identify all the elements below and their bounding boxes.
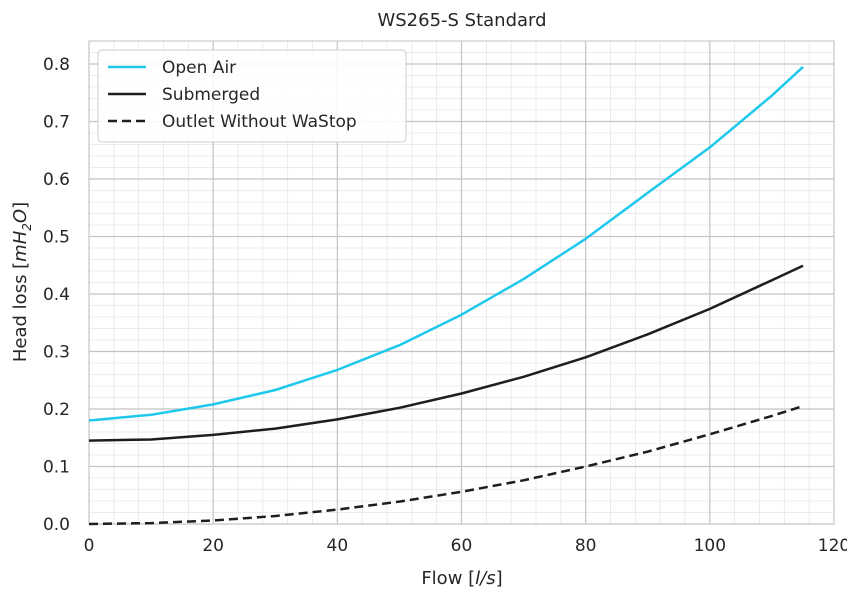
x-tick-label: 0 — [84, 536, 95, 556]
y-tick-label: 0.4 — [43, 285, 70, 305]
y-tick-labels: 0.0 0.1 0.2 0.3 0.4 0.5 0.6 0.7 0.8 — [43, 55, 70, 535]
x-tick-label: 60 — [451, 536, 473, 556]
y-tick-label: 0.5 — [43, 228, 70, 248]
x-tick-label: 40 — [327, 536, 349, 556]
legend-label: Outlet Without WaStop — [162, 112, 357, 132]
y-tick-label: 0.1 — [43, 458, 70, 478]
chart-title: WS265-S Standard — [377, 10, 546, 31]
y-tick-label: 0.0 — [43, 515, 70, 535]
series-line-submerged — [88, 264, 804, 442]
y-tick-label: 0.8 — [43, 55, 70, 75]
y-tick-label: 0.6 — [43, 170, 70, 190]
legend: Open Air Submerged Outlet Without WaStop — [97, 49, 407, 143]
x-tick-labels: 0 20 40 60 80 100 120 — [84, 536, 847, 556]
x-tick-label: 20 — [202, 536, 224, 556]
series-line-outlet-without-wastop — [88, 404, 804, 526]
y-tick-label: 0.7 — [43, 113, 70, 133]
x-tick-label: 80 — [575, 536, 597, 556]
y-axis-label: Head loss [mH2O] — [10, 202, 34, 362]
legend-box — [97, 49, 407, 143]
y-tick-label: 0.2 — [43, 400, 70, 420]
series-layer — [88, 65, 804, 526]
legend-label: Submerged — [162, 85, 260, 105]
plot-frame — [88, 40, 835, 525]
x-tick-label: 100 — [694, 536, 726, 556]
legend-label: Open Air — [162, 58, 236, 78]
x-tick-label: 120 — [818, 536, 847, 556]
y-tick-label: 0.3 — [43, 343, 70, 363]
series-line-open-air — [88, 65, 804, 422]
x-axis-label: Flow [l/s] — [421, 568, 502, 589]
